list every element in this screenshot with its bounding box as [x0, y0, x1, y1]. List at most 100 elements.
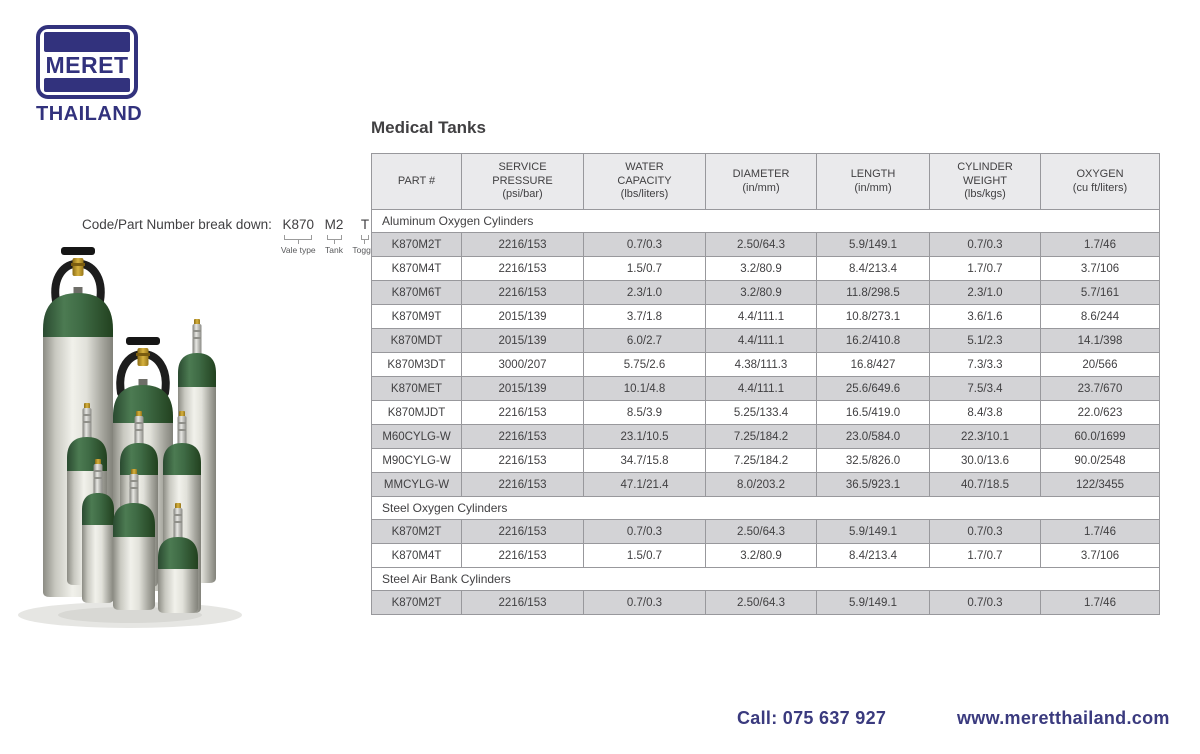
table-cell: 2.3/1.0	[583, 280, 706, 305]
column-header-6: OXYGEN (cu ft/liters)	[1040, 153, 1160, 210]
table-cell: 2216/153	[461, 424, 584, 449]
table-cell: 3.2/80.9	[705, 543, 817, 568]
table-cell: 10.1/4.8	[583, 376, 706, 401]
part-number-cell: M90CYLG-W	[371, 448, 462, 473]
part-number-cell: K870M4T	[371, 256, 462, 281]
code-part-bracket	[284, 235, 313, 240]
part-number-cell: K870M9T	[371, 304, 462, 329]
table-cell: 10.8/273.1	[816, 304, 930, 329]
table-cell: 7.3/3.3	[929, 352, 1041, 377]
table-row: K870M4T 2216/153 1.5/0.7 3.2/80.9 8.4/213.4 1…	[371, 256, 1160, 281]
table-cell: 2216/153	[461, 543, 584, 568]
table-cell: 20/566	[1040, 352, 1160, 377]
table-cell: 0.7/0.3	[929, 590, 1041, 615]
logo-subtext: THAILAND	[36, 103, 143, 125]
table-row: K870M4T 2216/153 1.5/0.7 3.2/80.9 8.4/213.4 1…	[371, 543, 1160, 568]
table-cell: 8.4/213.4	[816, 543, 930, 568]
table-cell: 4.4/111.1	[705, 376, 817, 401]
table-cell: 14.1/398	[1040, 328, 1160, 353]
part-number-cell: K870M6T	[371, 280, 462, 305]
logo-bottom-bar	[44, 78, 130, 92]
logo-top-bar	[44, 32, 130, 53]
table-cell: 3.2/80.9	[705, 256, 817, 281]
table-cell: 2216/153	[461, 280, 584, 305]
table-row: K870M2T 2216/153 0.7/0.3 2.50/64.3 5.9/149.1…	[371, 519, 1160, 544]
table-cell: 23.1/10.5	[583, 424, 706, 449]
code-part-bracket	[360, 235, 369, 240]
table-cell: 2216/153	[461, 256, 584, 281]
table-cell: 7.5/3.4	[929, 376, 1041, 401]
column-header-1: SERVICE PRESSURE (psi/bar)	[461, 153, 584, 210]
logo-word: MERET	[45, 52, 129, 79]
part-number-cell: K870M2T	[371, 519, 462, 544]
table-cell: 34.7/15.8	[583, 448, 706, 473]
table-cell: 8.6/244	[1040, 304, 1160, 329]
table-cell: 122/3455	[1040, 472, 1160, 497]
brand-logo: MERET THAILAND	[36, 25, 144, 126]
section-header: Steel Air Bank Cylinders	[371, 567, 1160, 591]
website-link[interactable]: www.meretthailand.com	[957, 708, 1170, 728]
code-part-meaning: Toggle	[352, 245, 378, 255]
table-row: K870M3DT 3000/207 5.75/2.6 4.38/111.3 16.8/4…	[371, 352, 1160, 377]
table-cell: 8.5/3.9	[583, 400, 706, 425]
table-cell: 1.7/46	[1040, 590, 1160, 615]
code-part-code: T	[360, 217, 370, 232]
table-cell: 2216/153	[461, 232, 584, 257]
table-cell: 0.7/0.3	[929, 232, 1041, 257]
part-number-cell: K870M2T	[371, 590, 462, 615]
code-breakdown: Code/Part Number break down: K870 Vale ty…	[82, 217, 386, 255]
column-header-3: DIAMETER (in/mm)	[705, 153, 817, 210]
table-cell: 8.4/3.8	[929, 400, 1041, 425]
table-cell: 22.3/10.1	[929, 424, 1041, 449]
table-row: K870M2T 2216/153 0.7/0.3 2.50/64.3 5.9/149.1…	[371, 232, 1160, 257]
table-cell: 0.7/0.3	[583, 590, 706, 615]
column-header-5: CYLINDER WEIGHT (lbs/kgs)	[929, 153, 1041, 210]
code-part-tick	[297, 240, 299, 244]
code-breakdown-label: Code/Part Number break down:	[82, 217, 272, 232]
section-row: Steel Oxygen Cylinders	[371, 496, 1160, 520]
phone-number: Call: 075 637 927	[737, 708, 887, 728]
table-cell: 4.38/111.3	[705, 352, 817, 377]
code-part-tick	[333, 240, 335, 244]
table-cell: 1.7/0.7	[929, 543, 1041, 568]
table-cell: 32.5/826.0	[816, 448, 930, 473]
table-cell: 1.5/0.7	[583, 256, 706, 281]
table-cell: 16.8/427	[816, 352, 930, 377]
table-cell: 22.0/623	[1040, 400, 1160, 425]
table-row: K870M6T 2216/153 2.3/1.0 3.2/80.9 11.8/298.5…	[371, 280, 1160, 305]
table-cell: 5.9/149.1	[816, 590, 930, 615]
table-cell: 16.5/419.0	[816, 400, 930, 425]
column-header-0: PART #	[371, 153, 462, 210]
table-cell: 16.2/410.8	[816, 328, 930, 353]
table-cell: 11.8/298.5	[816, 280, 930, 305]
table-cell: 2216/153	[461, 472, 584, 497]
table-cell: 0.7/0.3	[929, 519, 1041, 544]
table-cell: 3.7/106	[1040, 543, 1160, 568]
column-header-4: LENGTH (in/mm)	[816, 153, 930, 210]
table-cell: 25.6/649.6	[816, 376, 930, 401]
code-part-tick	[364, 240, 366, 244]
table-cell: 3000/207	[461, 352, 584, 377]
table-cell: 5.9/149.1	[816, 232, 930, 257]
code-part-code: K870	[282, 217, 315, 232]
section-row: Aluminum Oxygen Cylinders	[371, 209, 1160, 233]
part-number-cell: M60CYLG-W	[371, 424, 462, 449]
table-header-row: PART # SERVICE PRESSURE (psi/bar) WATER CAPAC…	[371, 153, 1160, 210]
table-cell: 36.5/923.1	[816, 472, 930, 497]
code-part-meaning: Tank	[325, 245, 344, 255]
table-cell: 2.50/64.3	[705, 232, 817, 257]
table-cell: 90.0/2548	[1040, 448, 1160, 473]
table-cell: 0.7/0.3	[583, 232, 706, 257]
product-image-cylinders	[18, 247, 242, 628]
code-part-meaning: Vale type	[280, 245, 316, 255]
table-cell: 1.7/0.7	[929, 256, 1041, 281]
column-header-2: WATER CAPACITY (lbs/liters)	[583, 153, 706, 210]
table-cell: 8.0/203.2	[705, 472, 817, 497]
table-row: K870MDT 2015/139 6.0/2.7 4.4/111.1 16.2/410.…	[371, 328, 1160, 353]
table-cell: 1.7/46	[1040, 519, 1160, 544]
table-cell: 2216/153	[461, 590, 584, 615]
table-cell: 5.25/133.4	[705, 400, 817, 425]
part-number-cell: K870MDT	[371, 328, 462, 353]
table-cell: 1.5/0.7	[583, 543, 706, 568]
